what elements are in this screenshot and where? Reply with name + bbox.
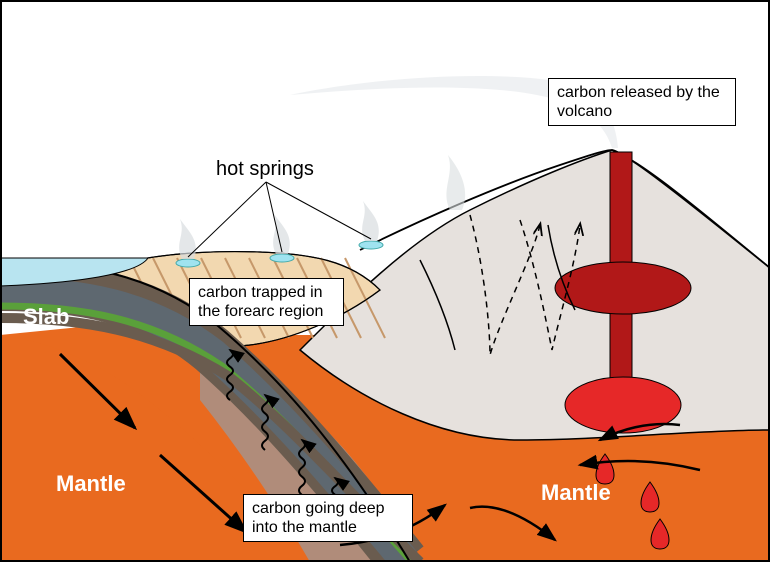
label-carbon-mantle-text: carbon going deep into the mantle bbox=[252, 500, 385, 536]
label-slab: Slab bbox=[23, 304, 69, 330]
label-mantle-right: Mantle bbox=[541, 480, 611, 506]
label-mantle-left: Mantle bbox=[56, 471, 126, 497]
subduction-diagram: carbon released by the volcano carbon tr… bbox=[0, 0, 770, 562]
label-carbon-mantle: carbon going deep into the mantle bbox=[243, 494, 413, 542]
label-carbon-volcano-text: carbon released by the volcano bbox=[557, 84, 720, 120]
label-hot-springs: hot springs bbox=[216, 158, 314, 181]
label-carbon-volcano: carbon released by the volcano bbox=[548, 78, 736, 126]
label-carbon-forearc: carbon trapped in the forearc region bbox=[189, 278, 344, 326]
label-carbon-forearc-text: carbon trapped in the forearc region bbox=[198, 284, 323, 320]
